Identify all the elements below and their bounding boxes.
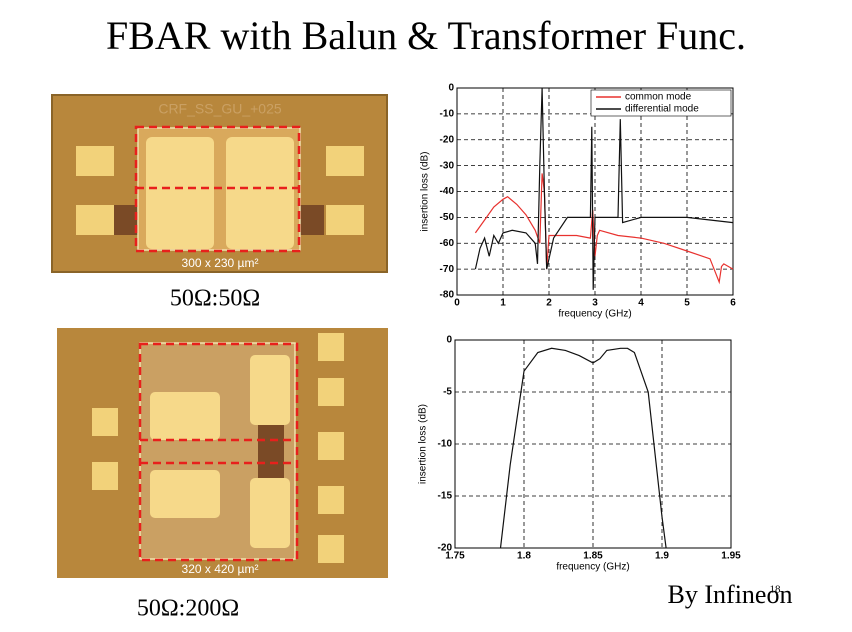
y-tick-label: -20 (440, 134, 455, 145)
x-tick-label: 1.9 (655, 551, 669, 562)
x-tick-label: 1.8 (517, 551, 531, 562)
y-tick-label: -15 (438, 491, 453, 502)
x-tick-label: 6 (730, 298, 736, 309)
y-tick-label: 0 (448, 83, 454, 94)
y-tick-label: -70 (440, 264, 455, 275)
plot-frame (456, 87, 734, 296)
x-tick-label: 4 (638, 298, 644, 309)
y-tick-label: -50 (440, 212, 455, 223)
x-tick-label: 1.75 (445, 551, 465, 562)
y-tick-label: -30 (440, 160, 455, 171)
y-tick-label: -10 (438, 439, 453, 450)
legend-label: differential mode (625, 104, 699, 115)
x-axis-label: frequency (GHz) (556, 562, 629, 573)
y-tick-label: -40 (440, 186, 455, 197)
caption: 50Ω:200Ω (137, 596, 239, 622)
slide-title: FBAR with Balun & Transformer Func. (106, 13, 746, 58)
y-tick-label: -10 (440, 109, 455, 120)
y-tick-label: 0 (446, 335, 452, 346)
x-tick-label: 1.85 (583, 551, 603, 562)
data-line (474, 173, 734, 285)
chip-photo: 320 x 420 µm² (57, 328, 388, 578)
x-axis-label: frequency (GHz) (558, 309, 631, 320)
x-tick-label: 1.95 (721, 551, 741, 562)
caption: 50Ω:50Ω (170, 286, 260, 312)
y-tick-label: -80 (440, 290, 455, 301)
data-line (499, 347, 667, 549)
data-line (474, 87, 734, 290)
y-axis-label: insertion loss (dB) (418, 404, 429, 484)
x-tick-label: 5 (684, 298, 690, 309)
x-tick-label: 1 (500, 298, 506, 309)
plot-frame (454, 339, 732, 549)
x-tick-label: 2 (546, 298, 552, 309)
y-tick-label: -20 (438, 543, 453, 554)
chip-size: 320 x 420 µm² (182, 562, 259, 576)
legend-box (590, 89, 732, 117)
page-number: 18 (770, 584, 782, 596)
y-tick-label: -60 (440, 238, 455, 249)
chip-label: CRF_SS_GU_+025 (158, 101, 282, 117)
y-axis-label: insertion loss (dB) (420, 151, 431, 231)
x-tick-label: 0 (454, 298, 460, 309)
chip-size: 300 x 230 µm² (182, 256, 259, 270)
x-tick-label: 3 (592, 298, 598, 309)
credit: By Infineon (668, 580, 793, 609)
chip-photo: CRF_SS_GU_+025 300 x 230 µm² (51, 94, 388, 273)
y-tick-label: -5 (443, 387, 452, 398)
legend-label: common mode (625, 92, 692, 103)
